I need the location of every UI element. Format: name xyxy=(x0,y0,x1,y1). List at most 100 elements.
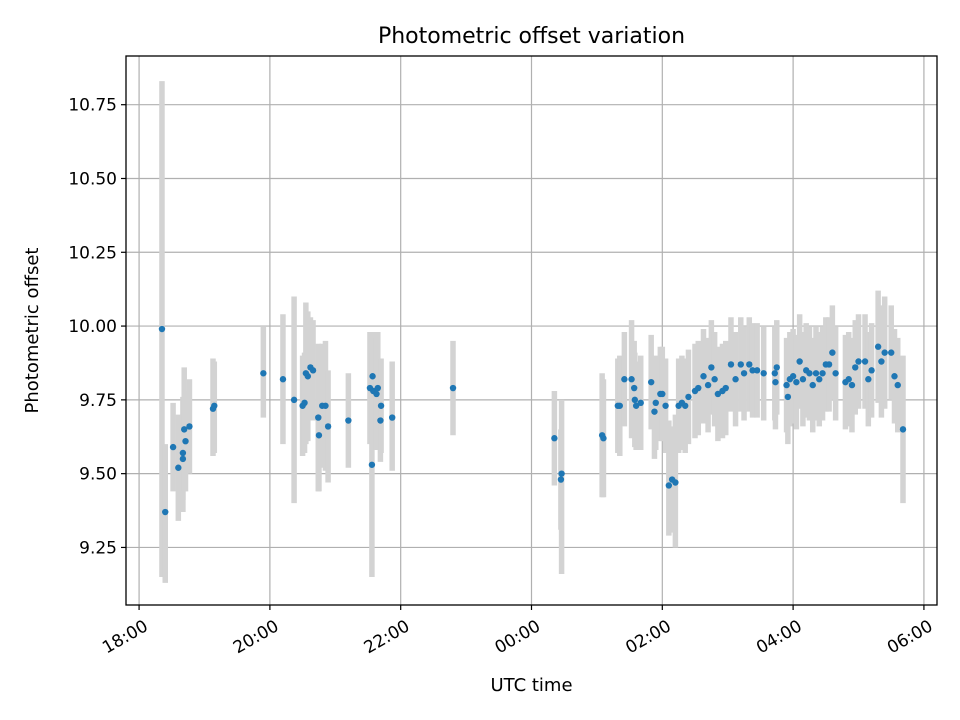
data-point xyxy=(783,381,790,389)
data-point xyxy=(315,414,322,421)
data-point xyxy=(186,423,193,430)
y-tick-label: 10.25 xyxy=(68,243,117,263)
data-point xyxy=(632,402,640,409)
data-point xyxy=(708,364,715,371)
data-point xyxy=(368,461,376,468)
data-point xyxy=(784,393,792,401)
data-point xyxy=(681,402,689,409)
data-point xyxy=(600,435,607,442)
data-point xyxy=(852,364,859,371)
data-point xyxy=(652,399,659,407)
data-point xyxy=(260,370,267,377)
x-tick-label: 02:00 xyxy=(622,616,674,658)
data-point xyxy=(181,426,188,433)
data-point xyxy=(551,435,558,442)
data-point xyxy=(388,414,396,421)
data-point xyxy=(304,373,312,380)
y-tick-label: 10.75 xyxy=(68,96,117,116)
data-point xyxy=(711,376,718,383)
data-point xyxy=(845,376,852,383)
x-tick-label: 20:00 xyxy=(230,616,282,658)
data-point xyxy=(175,464,182,471)
data-point xyxy=(806,370,813,377)
data-point xyxy=(369,373,376,380)
data-point xyxy=(771,370,778,377)
data-points xyxy=(158,325,907,516)
data-point xyxy=(829,349,836,356)
data-point xyxy=(732,376,739,383)
data-point xyxy=(315,432,323,439)
y-tick-label: 10.50 xyxy=(68,169,117,189)
data-point xyxy=(848,381,856,389)
data-point xyxy=(865,376,872,383)
data-point xyxy=(377,402,385,409)
data-point xyxy=(158,325,166,333)
data-point xyxy=(740,370,748,377)
data-point xyxy=(772,378,779,386)
data-point xyxy=(888,349,895,356)
data-point xyxy=(630,384,638,392)
x-tick-label: 22:00 xyxy=(361,616,413,658)
data-point xyxy=(861,358,869,365)
data-point xyxy=(819,370,826,377)
x-tick-label: 18:00 xyxy=(99,616,151,658)
data-point xyxy=(727,361,735,368)
chart-title: Photometric offset variation xyxy=(378,24,685,49)
data-point xyxy=(558,470,565,477)
data-point xyxy=(374,384,382,392)
data-point xyxy=(868,367,875,374)
data-point xyxy=(665,482,673,489)
data-point xyxy=(179,449,187,457)
data-point xyxy=(894,381,901,389)
data-point xyxy=(631,396,639,404)
data-point xyxy=(647,378,655,386)
data-point xyxy=(345,417,352,424)
data-point xyxy=(773,364,780,371)
data-point xyxy=(169,443,177,451)
data-point xyxy=(760,370,767,377)
data-point xyxy=(449,384,457,392)
y-tick-label: 10.00 xyxy=(68,317,117,337)
data-point xyxy=(309,367,317,374)
data-point xyxy=(878,358,885,365)
data-point xyxy=(722,384,729,392)
data-point xyxy=(793,378,800,386)
y-tick-label: 9.75 xyxy=(79,391,117,411)
data-point xyxy=(714,390,722,398)
data-point xyxy=(377,417,384,424)
data-point xyxy=(290,396,298,404)
data-point xyxy=(825,361,833,368)
data-point xyxy=(279,376,287,383)
error-bars xyxy=(159,81,906,583)
data-point xyxy=(621,376,628,383)
data-point xyxy=(799,376,807,383)
data-point xyxy=(789,373,797,380)
data-point xyxy=(211,402,218,409)
data-point xyxy=(749,367,756,374)
data-point xyxy=(324,423,332,430)
y-axis-label: Photometric offset xyxy=(22,248,43,414)
data-point xyxy=(796,358,803,365)
x-tick-label: 04:00 xyxy=(753,616,805,658)
data-point xyxy=(685,393,692,401)
data-point xyxy=(874,343,882,350)
data-point xyxy=(881,349,888,356)
data-point xyxy=(616,402,623,409)
data-point xyxy=(700,373,707,380)
data-point xyxy=(816,376,823,383)
data-point xyxy=(891,373,898,380)
data-point xyxy=(812,370,820,377)
data-point xyxy=(695,384,702,392)
x-axis-label: UTC time xyxy=(490,675,572,696)
data-point xyxy=(322,402,329,409)
data-point xyxy=(651,408,658,415)
data-point xyxy=(637,399,644,407)
data-point xyxy=(809,381,816,389)
y-tick-label: 9.50 xyxy=(79,465,117,485)
data-point xyxy=(899,426,907,433)
data-point xyxy=(855,358,862,365)
data-point xyxy=(672,479,679,486)
data-point xyxy=(182,437,189,445)
data-point xyxy=(659,390,666,398)
